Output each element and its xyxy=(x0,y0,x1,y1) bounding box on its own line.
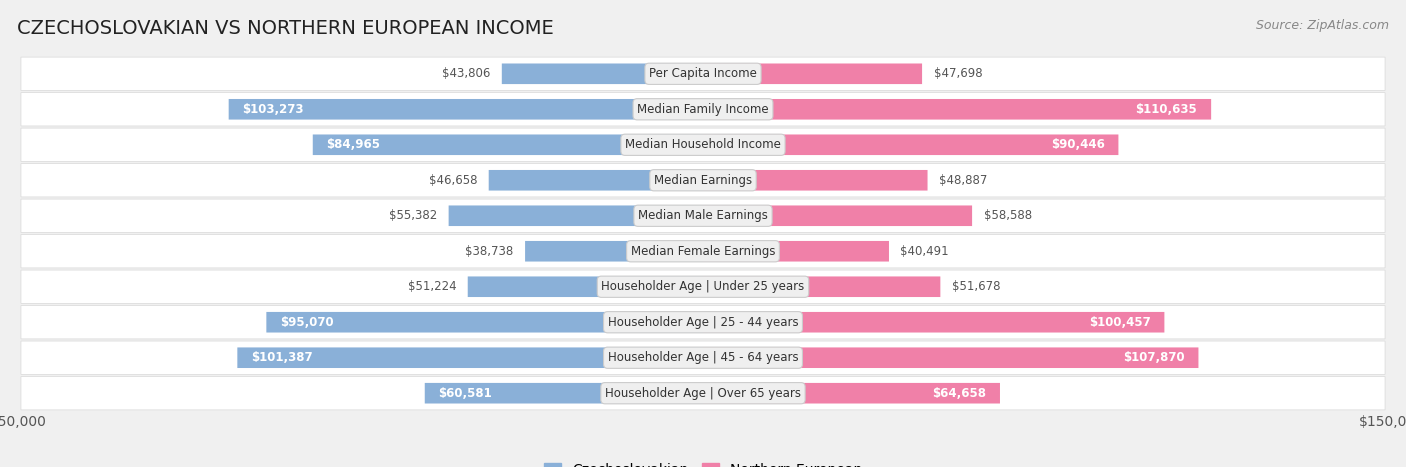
FancyBboxPatch shape xyxy=(468,276,703,297)
Text: Householder Age | Over 65 years: Householder Age | Over 65 years xyxy=(605,387,801,400)
Legend: Czechoslovakian, Northern European: Czechoslovakian, Northern European xyxy=(538,457,868,467)
FancyBboxPatch shape xyxy=(703,205,972,226)
FancyBboxPatch shape xyxy=(703,241,889,262)
Text: $47,698: $47,698 xyxy=(934,67,983,80)
FancyBboxPatch shape xyxy=(238,347,703,368)
Text: $46,658: $46,658 xyxy=(429,174,477,187)
FancyBboxPatch shape xyxy=(21,234,1385,268)
Text: $103,273: $103,273 xyxy=(242,103,304,116)
Text: Median Earnings: Median Earnings xyxy=(654,174,752,187)
Text: $55,382: $55,382 xyxy=(389,209,437,222)
FancyBboxPatch shape xyxy=(21,92,1385,126)
Text: $95,070: $95,070 xyxy=(280,316,333,329)
Text: Householder Age | 25 - 44 years: Householder Age | 25 - 44 years xyxy=(607,316,799,329)
FancyBboxPatch shape xyxy=(703,170,928,191)
Text: $90,446: $90,446 xyxy=(1050,138,1105,151)
FancyBboxPatch shape xyxy=(449,205,703,226)
Text: $107,870: $107,870 xyxy=(1123,351,1185,364)
FancyBboxPatch shape xyxy=(703,134,1118,155)
Text: Median Family Income: Median Family Income xyxy=(637,103,769,116)
Text: Householder Age | 45 - 64 years: Householder Age | 45 - 64 years xyxy=(607,351,799,364)
FancyBboxPatch shape xyxy=(21,128,1385,162)
Text: Per Capita Income: Per Capita Income xyxy=(650,67,756,80)
FancyBboxPatch shape xyxy=(703,276,941,297)
FancyBboxPatch shape xyxy=(425,383,703,403)
FancyBboxPatch shape xyxy=(21,376,1385,410)
FancyBboxPatch shape xyxy=(21,57,1385,91)
Text: $51,224: $51,224 xyxy=(408,280,457,293)
FancyBboxPatch shape xyxy=(703,383,1000,403)
FancyBboxPatch shape xyxy=(703,64,922,84)
FancyBboxPatch shape xyxy=(312,134,703,155)
Text: $110,635: $110,635 xyxy=(1136,103,1198,116)
Text: Source: ZipAtlas.com: Source: ZipAtlas.com xyxy=(1256,19,1389,32)
FancyBboxPatch shape xyxy=(703,347,1198,368)
FancyBboxPatch shape xyxy=(703,99,1211,120)
Text: $60,581: $60,581 xyxy=(439,387,492,400)
Text: Householder Age | Under 25 years: Householder Age | Under 25 years xyxy=(602,280,804,293)
Text: $64,658: $64,658 xyxy=(932,387,986,400)
FancyBboxPatch shape xyxy=(266,312,703,333)
FancyBboxPatch shape xyxy=(21,341,1385,375)
FancyBboxPatch shape xyxy=(524,241,703,262)
Text: $51,678: $51,678 xyxy=(952,280,1000,293)
FancyBboxPatch shape xyxy=(21,163,1385,197)
FancyBboxPatch shape xyxy=(229,99,703,120)
FancyBboxPatch shape xyxy=(21,305,1385,339)
Text: $48,887: $48,887 xyxy=(939,174,987,187)
FancyBboxPatch shape xyxy=(502,64,703,84)
FancyBboxPatch shape xyxy=(703,312,1164,333)
Text: CZECHOSLOVAKIAN VS NORTHERN EUROPEAN INCOME: CZECHOSLOVAKIAN VS NORTHERN EUROPEAN INC… xyxy=(17,19,554,38)
FancyBboxPatch shape xyxy=(489,170,703,191)
Text: Median Household Income: Median Household Income xyxy=(626,138,780,151)
Text: Median Female Earnings: Median Female Earnings xyxy=(631,245,775,258)
Text: $58,588: $58,588 xyxy=(984,209,1032,222)
Text: $84,965: $84,965 xyxy=(326,138,381,151)
Text: $40,491: $40,491 xyxy=(900,245,949,258)
Text: $101,387: $101,387 xyxy=(252,351,312,364)
FancyBboxPatch shape xyxy=(21,270,1385,304)
Text: $100,457: $100,457 xyxy=(1088,316,1150,329)
Text: $38,738: $38,738 xyxy=(465,245,513,258)
Text: Median Male Earnings: Median Male Earnings xyxy=(638,209,768,222)
Text: $43,806: $43,806 xyxy=(441,67,491,80)
FancyBboxPatch shape xyxy=(21,199,1385,233)
